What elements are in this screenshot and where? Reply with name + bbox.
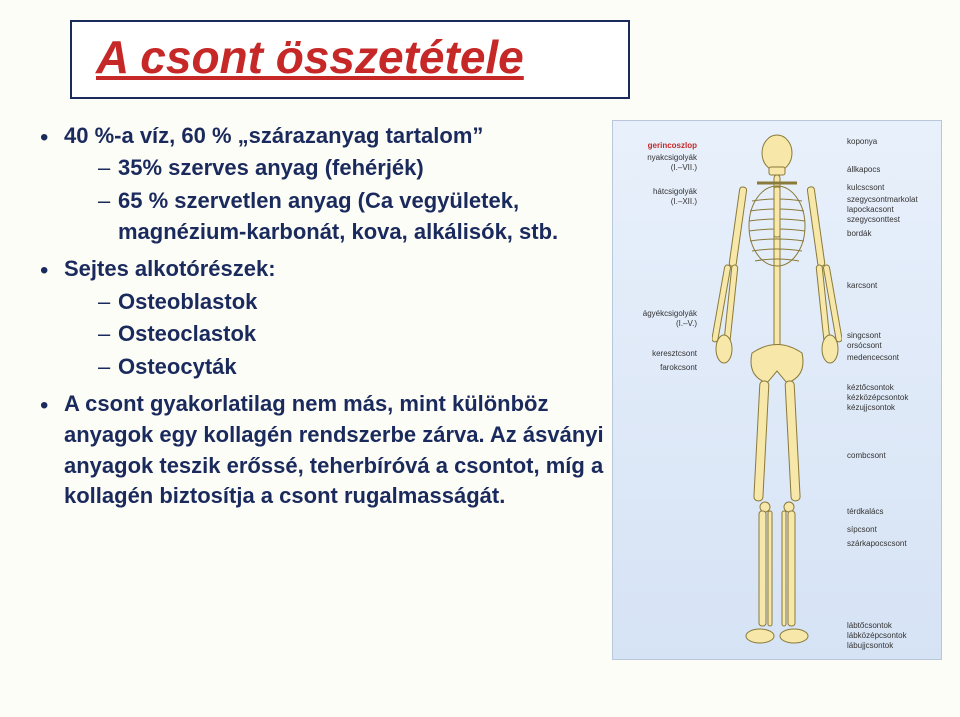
skeleton-figure-bg: gerincoszlop nyakcsigolyák(I.–VII.) hátcsi…	[612, 120, 942, 660]
skeleton-label-left: (I.–VII.)	[617, 163, 697, 172]
title-box: A csont összetétele	[70, 20, 630, 99]
skeleton-figure: gerincoszlop nyakcsigolyák(I.–VII.) hátcsi…	[612, 120, 942, 660]
bullet-paragraph-text: A csont gyakorlatilag nem más, mint külö…	[64, 391, 604, 508]
bullet-list: 40 %-a víz, 60 % „szárazanyag tartalom” …	[40, 121, 610, 519]
slide-title: A csont összetétele	[96, 32, 604, 83]
skeleton-label-left: ágyékcsigolyák	[617, 309, 697, 318]
skeleton-label-left: farokcsont	[617, 363, 697, 372]
skeleton-label-right: szárkapocscsont	[847, 539, 937, 548]
bullet-2-text: Sejtes alkotórészek:	[64, 256, 276, 281]
bullet-1b: 65 % szervetlen anyag (Ca vegyületek, ma…	[64, 186, 610, 248]
skeleton-label-right: bordák	[847, 229, 937, 238]
bullet-2a: Osteoblastok	[64, 287, 610, 318]
skeleton-label-left: (I.–V.)	[617, 319, 697, 328]
bullet-1-text: 40 %-a víz, 60 % „szárazanyag tartalom”	[64, 123, 483, 148]
skeleton-label-left: gerincoszlop	[617, 141, 697, 150]
skeleton-label-right: lábujjcsontok	[847, 641, 937, 650]
skeleton-svg	[712, 131, 842, 651]
skeleton-label-left: keresztcsont	[617, 349, 697, 358]
skeleton-label-right: kulcscsont	[847, 183, 937, 192]
skeleton-label-right: kézközépcsontok	[847, 393, 937, 402]
skeleton-label-left: hátcsigolyák	[617, 187, 697, 196]
bullet-1a: 35% szerves anyag (fehérjék)	[64, 153, 610, 184]
bullet-1a-text: 35% szerves anyag (fehérjék)	[118, 155, 424, 180]
skeleton-label-left: (I.–XII.)	[617, 197, 697, 206]
bullet-2b-text: Osteoclastok	[118, 321, 256, 346]
skeleton-label-right: orsócsont	[847, 341, 937, 350]
bullet-2a-text: Osteoblastok	[118, 289, 257, 314]
skeleton-label-right: combcsont	[847, 451, 937, 460]
skeleton-label-right: szegycsontmarkolat	[847, 195, 937, 204]
skeleton-label-right: lapockacsont	[847, 205, 937, 214]
skeleton-label-left: nyakcsigolyák	[617, 153, 697, 162]
skeleton-label-right: koponya	[847, 137, 937, 146]
skeleton-label-right: térdkalács	[847, 507, 937, 516]
skeleton-label-right: lábtőcsontok	[847, 621, 937, 630]
skeleton-label-right: lábközépcsontok	[847, 631, 937, 640]
bullet-2c-text: Osteocyták	[118, 354, 237, 379]
skeleton-label-right: karcsont	[847, 281, 937, 290]
skeleton-label-right: sípcsont	[847, 525, 937, 534]
slide: A csont összetétele 40 %-a víz, 60 % „sz…	[0, 0, 960, 717]
bullet-paragraph: A csont gyakorlatilag nem más, mint külö…	[40, 389, 610, 512]
bullet-2b: Osteoclastok	[64, 319, 610, 350]
bullet-2c: Osteocyták	[64, 352, 610, 383]
skeleton-label-right: kéztőcsontok	[847, 383, 937, 392]
bullet-1b-text: 65 % szervetlen anyag (Ca vegyületek, ma…	[118, 188, 558, 244]
bullet-2: Sejtes alkotórészek: Osteoblastok Osteoc…	[40, 254, 610, 383]
skeleton-label-right: állkapocs	[847, 165, 937, 174]
skeleton-label-right: kézujjcsontok	[847, 403, 937, 412]
skeleton-label-right: medencecsont	[847, 353, 937, 362]
skeleton-label-right: singcsont	[847, 331, 937, 340]
bullet-1: 40 %-a víz, 60 % „szárazanyag tartalom” …	[40, 121, 610, 248]
skeleton-label-right: szegycsonttest	[847, 215, 937, 224]
